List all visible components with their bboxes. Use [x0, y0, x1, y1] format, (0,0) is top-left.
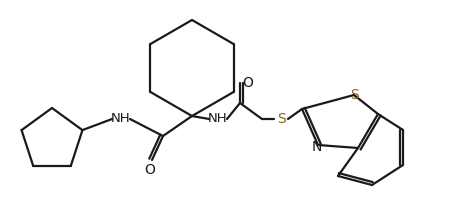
- Text: O: O: [145, 163, 155, 177]
- Text: NH: NH: [208, 112, 228, 125]
- Text: O: O: [243, 76, 253, 90]
- Text: N: N: [312, 140, 322, 154]
- Text: S: S: [277, 112, 286, 126]
- Text: S: S: [350, 88, 359, 102]
- Text: NH: NH: [111, 112, 131, 125]
